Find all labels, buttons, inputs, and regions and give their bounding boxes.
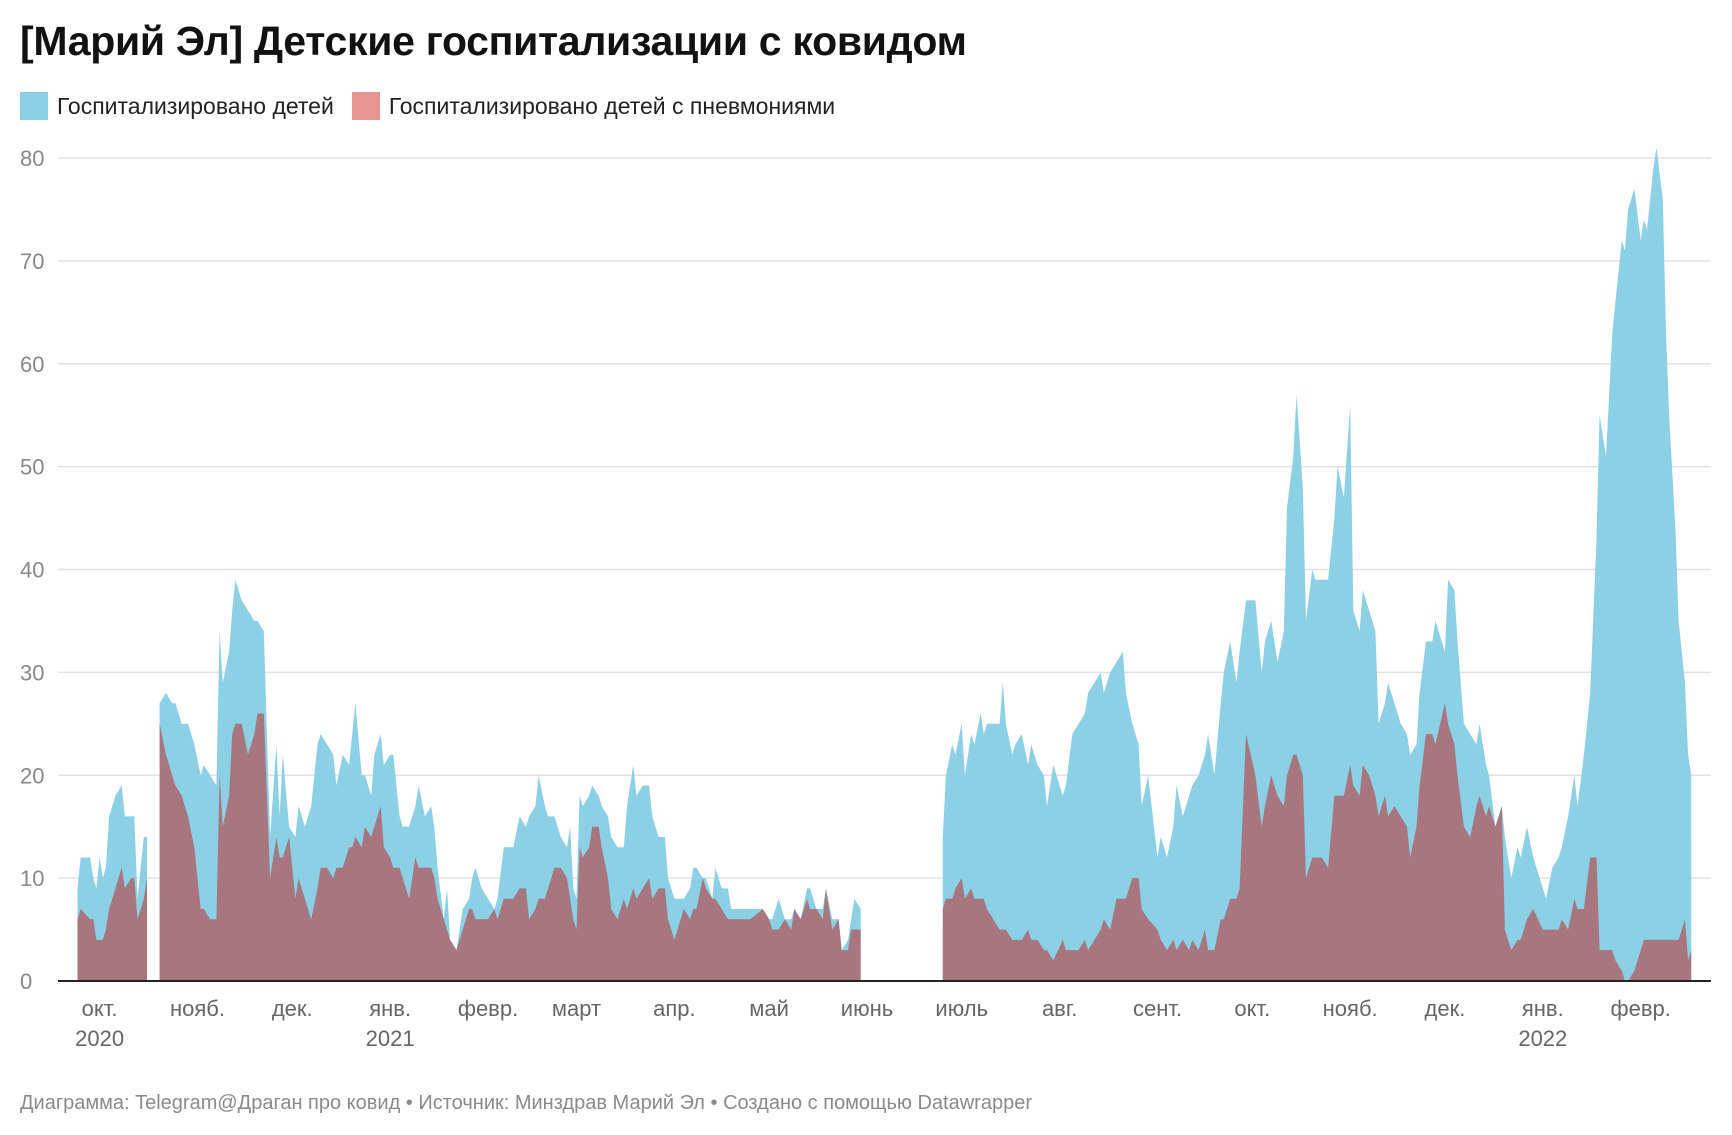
x-tick-label: февр. [1611,996,1671,1021]
x-tick-label: июнь [841,996,893,1021]
x-tick-label: окт. [1234,996,1270,1021]
area-total-segment-3 [942,147,1692,981]
y-tick-label: 20 [20,763,44,788]
x-tick-label: сент. [1133,996,1182,1021]
y-tick-label: 10 [20,866,44,891]
x-tick-label: нояб. [1323,996,1378,1021]
area-pneumonia-segment-3 [942,703,1692,981]
chart-footer: Диаграмма: Telegram@Драган про ковид • И… [20,1092,1032,1114]
y-tick-label: 80 [20,146,44,171]
y-tick-label: 40 [20,558,44,583]
area-pneumonia-segment-1 [77,867,147,981]
x-tick-label: окт. [82,996,118,1021]
x-tick-label: дек. [1425,996,1466,1021]
legend-swatch-pneumonia [351,92,380,120]
area-pneumonia-segment-2 [159,713,861,981]
legend: Госпитализировано детей Госпитализирован… [20,92,853,120]
x-tick-year: 2021 [366,1026,415,1051]
x-tick-label: янв. [1522,996,1564,1021]
y-tick-label: 70 [20,249,44,274]
x-tick-label: июль [935,996,988,1021]
x-tick-year: 2020 [75,1026,124,1051]
x-tick-label: дек. [272,996,313,1021]
x-tick-label: май [749,996,789,1021]
x-tick-label: март [552,996,601,1021]
x-tick-label: авг. [1042,996,1077,1021]
legend-item-total: Госпитализировано детей [20,92,334,120]
legend-label-pneumonia: Госпитализировано детей с пневмониями [388,92,836,119]
y-tick-label: 0 [20,969,32,994]
x-tick-year: 2022 [1518,1026,1567,1051]
x-tick-label: нояб. [170,996,225,1021]
x-tick-label: апр. [653,996,696,1021]
y-tick-label: 30 [20,660,44,685]
legend-item-pneumonia: Госпитализировано детей с пневмониями [351,92,836,120]
x-tick-label: янв. [369,996,411,1021]
chart-title: [Марий Эл] Детские госпитализации с кови… [20,18,967,64]
y-tick-label: 50 [20,455,44,480]
y-tick-label: 60 [20,352,44,377]
legend-label-total: Госпитализировано детей [57,92,334,119]
x-tick-label: февр. [458,996,518,1021]
legend-swatch-total [20,92,48,120]
